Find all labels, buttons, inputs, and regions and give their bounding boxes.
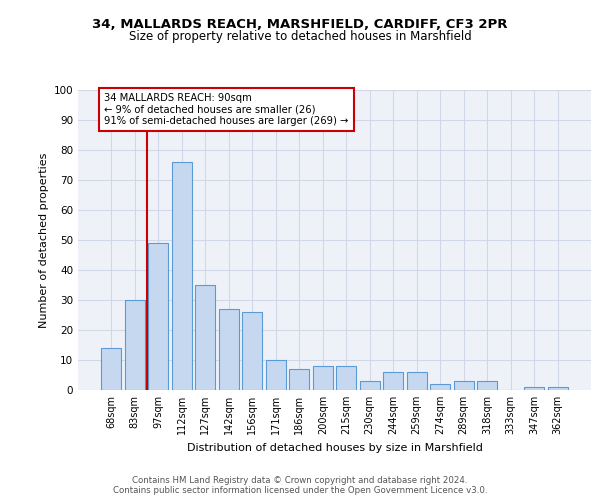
Bar <box>195 285 215 390</box>
Y-axis label: Number of detached properties: Number of detached properties <box>40 152 49 328</box>
Bar <box>383 372 403 390</box>
Bar <box>407 372 427 390</box>
Bar <box>313 366 333 390</box>
Bar <box>477 381 497 390</box>
Bar <box>242 312 262 390</box>
Bar <box>125 300 145 390</box>
Bar <box>360 381 380 390</box>
Bar <box>266 360 286 390</box>
Bar <box>289 369 309 390</box>
Text: 34, MALLARDS REACH, MARSHFIELD, CARDIFF, CF3 2PR: 34, MALLARDS REACH, MARSHFIELD, CARDIFF,… <box>92 18 508 30</box>
Bar <box>172 162 192 390</box>
Bar <box>524 387 544 390</box>
Bar <box>219 309 239 390</box>
Bar <box>148 243 168 390</box>
Text: Contains HM Land Registry data © Crown copyright and database right 2024.: Contains HM Land Registry data © Crown c… <box>132 476 468 485</box>
Bar <box>336 366 356 390</box>
Text: Contains public sector information licensed under the Open Government Licence v3: Contains public sector information licen… <box>113 486 487 495</box>
Bar <box>548 387 568 390</box>
Text: 34 MALLARDS REACH: 90sqm
← 9% of detached houses are smaller (26)
91% of semi-de: 34 MALLARDS REACH: 90sqm ← 9% of detache… <box>104 93 349 126</box>
Bar <box>454 381 474 390</box>
Bar <box>430 384 450 390</box>
X-axis label: Distribution of detached houses by size in Marshfield: Distribution of detached houses by size … <box>187 442 482 452</box>
Bar <box>101 348 121 390</box>
Text: Size of property relative to detached houses in Marshfield: Size of property relative to detached ho… <box>128 30 472 43</box>
